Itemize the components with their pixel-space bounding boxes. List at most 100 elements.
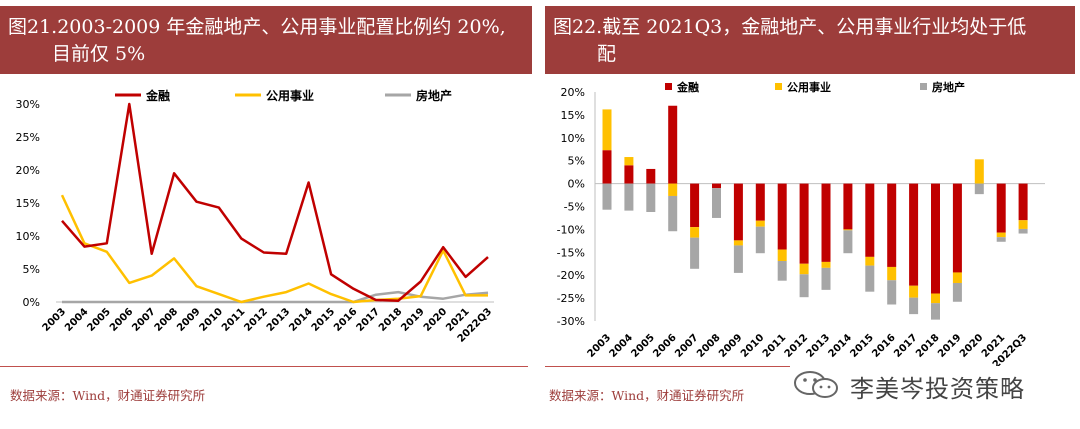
y-tick-label: -15% — [557, 246, 585, 259]
x-tick-label-2019: 2019 — [936, 332, 963, 359]
x-tick-label-2011: 2011 — [220, 306, 247, 333]
x-tick-label-2003: 2003 — [586, 332, 613, 359]
bar-utilities-2012 — [799, 263, 809, 275]
legend-swatch-realestate — [920, 83, 927, 90]
figure-21-divider — [0, 366, 528, 367]
y-tick-label: 10% — [561, 132, 585, 145]
bar-finance-2006 — [668, 105, 678, 184]
legend-label-utilities: 公用事业 — [787, 80, 831, 94]
figure-22-title: 图22.截至 2021Q3，金融地产、公用事业行业均处于低 配 — [545, 6, 1075, 74]
x-tick-label-2008: 2008 — [695, 332, 722, 359]
x-tick-label-2015: 2015 — [848, 332, 875, 359]
y-tick-label: 0% — [23, 296, 40, 309]
x-tick-label-2004: 2004 — [608, 332, 635, 359]
bar-realestate-2017 — [909, 297, 919, 315]
figure-22-source: 数据来源：Wind，财通证券研究所 — [549, 388, 745, 403]
bar-finance-2003 — [602, 150, 612, 184]
y-tick-label: 20% — [561, 86, 585, 99]
bar-utilities-2011 — [777, 249, 787, 262]
bar-realestate-2006 — [668, 195, 678, 232]
bar-realestate-2014 — [843, 230, 853, 254]
y-tick-label: 5% — [23, 263, 40, 276]
x-tick-label-2009: 2009 — [175, 306, 202, 333]
bar-utilities-2014 — [843, 229, 853, 231]
legend-label-realestate: 房地产 — [416, 88, 452, 103]
bar-realestate-2013 — [821, 267, 831, 290]
bar-finance-2014 — [843, 183, 853, 230]
x-tick-label-2014: 2014 — [827, 332, 854, 359]
x-tick-label-2005: 2005 — [629, 332, 656, 359]
bar-realestate-2021 — [996, 237, 1006, 242]
x-tick-label-2018: 2018 — [914, 332, 941, 359]
watermark: 李美岑投资策略 — [792, 363, 1074, 403]
y-tick-label: -5% — [564, 201, 585, 214]
x-tick-label-2008: 2008 — [153, 306, 180, 333]
bar-finance-2011 — [777, 183, 787, 250]
bar-utilities-2018 — [931, 293, 940, 304]
x-tick-label-2012: 2012 — [783, 332, 810, 359]
x-tick-label-2020: 2020 — [422, 306, 449, 333]
bar-finance-2018 — [931, 183, 940, 294]
bar-realestate-2022q3 — [1018, 228, 1028, 234]
bar-finance-2007 — [690, 183, 700, 228]
y-tick-label: -25% — [557, 292, 585, 305]
x-tick-label-2019: 2019 — [399, 306, 426, 333]
x-tick-label-2017: 2017 — [355, 306, 382, 333]
x-tick-label-2010: 2010 — [198, 306, 225, 333]
bar-finance-2012 — [799, 183, 809, 264]
legend-swatch-finance — [665, 83, 672, 90]
legend-swatch-utilities — [775, 83, 782, 90]
bar-realestate-2009 — [733, 245, 743, 273]
bar-finance-2009 — [733, 183, 743, 241]
y-tick-label: 25% — [16, 131, 40, 144]
figure-21-title-line2: 目前仅 5% — [52, 43, 146, 65]
bar-utilities-2003 — [602, 109, 612, 151]
bar-utilities-2022q3 — [1018, 220, 1028, 229]
bar-utilities-2013 — [821, 261, 831, 268]
bar-utilities-2010 — [755, 220, 765, 227]
legend-label-utilities: 公用事业 — [266, 88, 314, 103]
x-tick-label-2015: 2015 — [310, 306, 337, 333]
x-tick-label-2013: 2013 — [805, 332, 832, 359]
x-tick-label-2013: 2013 — [265, 306, 292, 333]
watermark-text: 李美岑投资策略 — [850, 375, 1025, 403]
bar-realestate-2020 — [974, 183, 984, 195]
series-line-finance — [61, 102, 489, 302]
bar-utilities-2020 — [974, 159, 984, 184]
x-tick-label-2018: 2018 — [377, 306, 404, 333]
figure-22-title-line1: 图22.截至 2021Q3，金融地产、公用事业行业均处于低 — [553, 16, 1027, 38]
bar-realestate-2012 — [799, 274, 809, 298]
bar-finance-2008 — [712, 183, 721, 189]
bar-finance-2013 — [821, 183, 831, 262]
bar-utilities-2019 — [952, 272, 962, 283]
bar-utilities-2006 — [668, 183, 678, 196]
bar-finance-2019 — [952, 183, 962, 273]
x-tick-label-2012: 2012 — [242, 306, 269, 333]
y-tick-label: -10% — [557, 223, 585, 236]
bar-finance-2015 — [865, 183, 875, 257]
figure-22-title-line2: 配 — [597, 43, 617, 65]
bar-realestate-2003 — [602, 183, 612, 210]
bar-realestate-2011 — [777, 261, 787, 281]
series-line-utilities — [60, 194, 488, 304]
x-tick-label-2014: 2014 — [287, 306, 314, 333]
x-tick-label-2003: 2003 — [41, 306, 68, 333]
figure-21-line-chart: 0%5%10%15%20%25%30%200320042005200620072… — [16, 88, 495, 345]
bar-realestate-2018 — [931, 303, 940, 320]
bar-finance-2005 — [646, 168, 656, 184]
y-tick-label: 10% — [16, 230, 40, 243]
bar-utilities-2004 — [624, 157, 634, 166]
y-tick-label: 5% — [568, 155, 585, 168]
x-tick-label-2006: 2006 — [651, 332, 678, 359]
bar-realestate-2016 — [887, 280, 897, 305]
y-tick-label: -20% — [557, 269, 585, 282]
bar-utilities-2015 — [865, 256, 875, 266]
bar-finance-2022q3 — [1018, 183, 1028, 221]
figure-22-bar-chart: 20% 15% 10% 5% 0% -5% -10% -15% -20% -25% -30%2003… — [557, 80, 1045, 366]
bar-finance-2016 — [887, 183, 897, 267]
legend-label-realestate: 房地产 — [932, 80, 965, 94]
bar-finance-2004 — [624, 165, 634, 184]
x-tick-label-2009: 2009 — [717, 332, 744, 359]
figure-21-source: 数据来源：Wind，财通证券研究所 — [10, 388, 206, 403]
bar-realestate-2010 — [755, 226, 765, 254]
